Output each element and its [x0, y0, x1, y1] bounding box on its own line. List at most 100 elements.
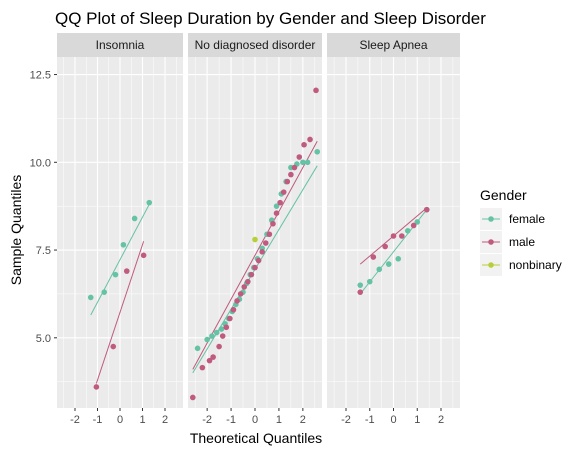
x-tick-label: -2: [70, 414, 80, 426]
data-point-female: [87, 294, 94, 301]
data-point-male: [245, 278, 251, 285]
data-point-male: [189, 394, 196, 401]
x-tick-label: 1: [414, 414, 420, 426]
legend-item-male: male: [480, 231, 535, 253]
data-point-male: [219, 333, 226, 339]
legend-key-point: [488, 216, 494, 222]
facet-strip: [327, 33, 460, 57]
y-tick-label: 5.0: [36, 333, 51, 345]
legend-label: nonbinary: [509, 258, 562, 272]
data-point-male: [273, 210, 280, 216]
data-point-male: [399, 233, 405, 239]
x-axis-title: Theoretical Quantiles: [190, 430, 322, 446]
data-point-female: [209, 333, 215, 339]
data-point-male: [370, 254, 377, 260]
data-point-male: [270, 220, 276, 227]
data-point-female: [101, 289, 108, 295]
data-point-female: [204, 336, 210, 343]
data-point-male: [357, 289, 364, 295]
legend-label: male: [509, 235, 535, 249]
data-point-male: [307, 136, 313, 143]
x-tick-label: 1: [276, 414, 282, 426]
data-point-male: [284, 178, 291, 185]
data-point-male: [291, 164, 298, 171]
x-tick-label: -1: [226, 414, 236, 426]
data-point-male: [266, 231, 273, 238]
data-point-nonbinary: [252, 236, 258, 243]
facet-strip: [188, 33, 322, 57]
facet-strip: [57, 33, 183, 57]
data-point-female: [414, 219, 421, 225]
x-tick-label: 0: [252, 414, 258, 426]
facet-panel: Sleep Apnea: [327, 33, 460, 408]
facet-panel: Insomnia: [57, 33, 183, 408]
data-point-male: [277, 199, 283, 206]
y-tick-label: 10.0: [30, 157, 51, 169]
data-point-female: [273, 203, 280, 209]
facet-strip-label: No diagnosed disorder: [195, 38, 316, 52]
facet-panels: Insomnia No diagnosed disorder Sleep Apnea: [57, 33, 460, 408]
qq-reference-line-male: [192, 141, 318, 370]
data-point-female: [194, 345, 201, 352]
data-point-male: [210, 354, 216, 360]
qq-reference-line-female: [90, 204, 150, 316]
x-tick-label: 1: [139, 414, 145, 426]
data-point-male: [390, 233, 397, 239]
data-point-male: [110, 343, 117, 350]
facet-strip-label: Insomnia: [96, 38, 145, 52]
data-point-male: [237, 291, 244, 297]
data-point-male: [248, 271, 255, 278]
x-tick-label: 0: [117, 414, 123, 426]
legend: Gender female male nonbinary: [480, 187, 562, 276]
x-tick-label: 0: [390, 414, 396, 426]
data-point-female: [218, 326, 225, 332]
data-point-male: [234, 298, 240, 304]
data-point-male: [252, 264, 258, 271]
data-point-female: [404, 227, 411, 234]
data-point-male: [227, 315, 233, 322]
x-tick-label: 2: [162, 414, 168, 426]
x-tick-label: 2: [438, 414, 444, 426]
legend-title: Gender: [480, 187, 527, 203]
data-point-female: [213, 329, 220, 336]
data-point-male: [410, 222, 417, 229]
x-tick-label: -1: [365, 414, 375, 426]
x-tick-label: -1: [93, 414, 103, 426]
data-point-male: [296, 154, 303, 160]
data-point-male: [140, 252, 147, 259]
data-point-male: [259, 249, 265, 255]
chart-title: QQ Plot of Sleep Duration by Gender and …: [55, 9, 486, 28]
data-point-male: [206, 357, 213, 364]
data-point-female: [385, 261, 392, 267]
x-tick-label: 2: [300, 414, 306, 426]
data-point-female: [395, 256, 402, 262]
data-point-male: [255, 257, 262, 264]
data-point-male: [382, 243, 388, 250]
facet-panel: No diagnosed disorder: [188, 33, 322, 408]
data-point-male: [313, 87, 319, 94]
legend-item-female: female: [480, 208, 545, 230]
legend-key-point: [488, 262, 494, 268]
data-point-male: [241, 284, 248, 290]
x-tick-label: -2: [202, 414, 212, 426]
y-tick-label: 7.5: [36, 245, 51, 257]
data-point-male: [262, 240, 269, 246]
data-point-female: [131, 215, 138, 222]
qq-reference-line-male: [95, 241, 145, 384]
y-axis-title: Sample Quantiles: [8, 175, 24, 286]
data-point-male: [280, 189, 287, 195]
facet-strip-label: Sleep Apnea: [359, 38, 427, 52]
data-point-female: [366, 278, 373, 285]
data-point-female: [120, 241, 127, 248]
legend-item-nonbinary: nonbinary: [480, 254, 562, 276]
data-point-male: [230, 306, 237, 313]
data-point-male: [216, 343, 222, 350]
y-axis: 5.0 7.5 10.0 12.5: [30, 70, 57, 345]
data-point-male: [93, 384, 100, 390]
data-point-female: [146, 199, 153, 206]
data-point-male: [123, 268, 130, 274]
data-point-female: [300, 159, 306, 166]
data-point-female: [357, 282, 364, 288]
legend-label: female: [509, 212, 545, 226]
data-point-female: [376, 266, 383, 273]
